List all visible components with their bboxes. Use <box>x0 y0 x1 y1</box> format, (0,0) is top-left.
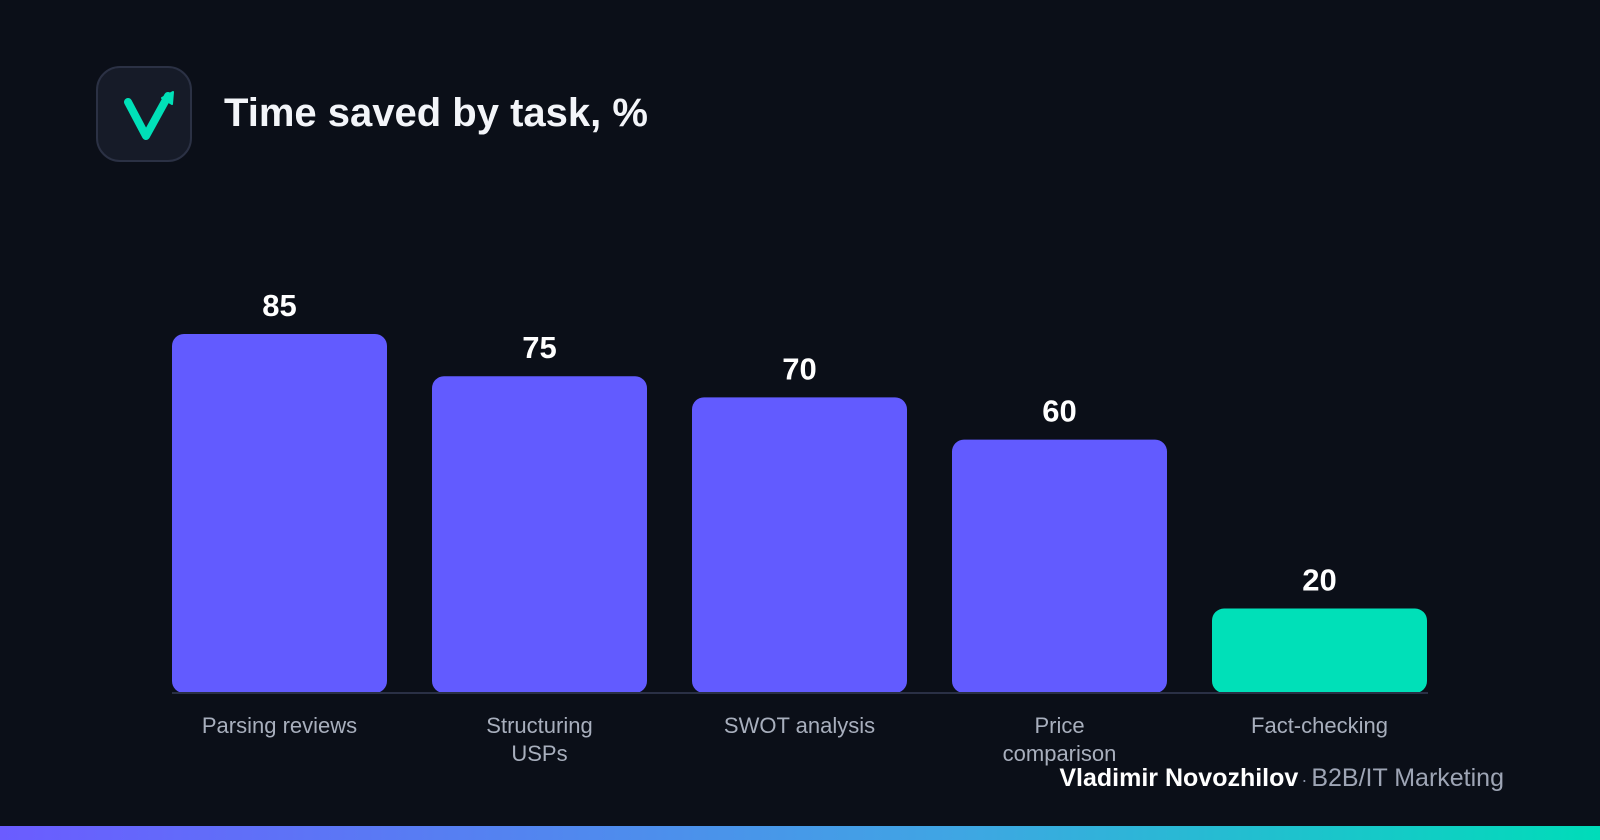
bars-group <box>172 334 1427 693</box>
bar-4 <box>952 439 1167 693</box>
category-label-4: Price comparison <box>1003 713 1117 766</box>
author-role: B2B/IT Marketing <box>1311 764 1504 792</box>
bar-value-label-4: 60 <box>1042 394 1076 429</box>
category-labels-group: Parsing reviews Structuring USPs SWOT analy… <box>202 713 1388 766</box>
bottom-gradient-bar <box>0 826 1600 840</box>
bar-value-label-5: 20 <box>1302 563 1336 598</box>
page-title: Time saved by task, % <box>224 91 648 135</box>
value-labels-group: 85 75 70 60 20 <box>262 288 1336 598</box>
checkmark-arrow-icon <box>124 91 174 140</box>
category-label-2: Structuring USPs <box>486 713 592 766</box>
category-label-1: Parsing reviews <box>202 713 357 738</box>
footer-credit: Vladimir Novozhilov · B2B/IT Marketing <box>1059 762 1504 796</box>
bar-1 <box>172 334 387 693</box>
bar-value-label-2: 75 <box>522 330 556 365</box>
bar-5 <box>1212 608 1427 693</box>
bar-value-label-1: 85 <box>262 288 296 323</box>
category-label-3: SWOT analysis <box>724 713 875 738</box>
category-label-5: Fact-checking <box>1251 713 1388 738</box>
logo <box>96 66 192 162</box>
bar-2 <box>432 376 647 693</box>
bar-value-label-3: 70 <box>782 351 816 386</box>
footer-separator: · <box>1301 770 1308 790</box>
bar-3 <box>692 397 907 693</box>
author-name: Vladimir Novozhilov <box>1059 764 1299 792</box>
